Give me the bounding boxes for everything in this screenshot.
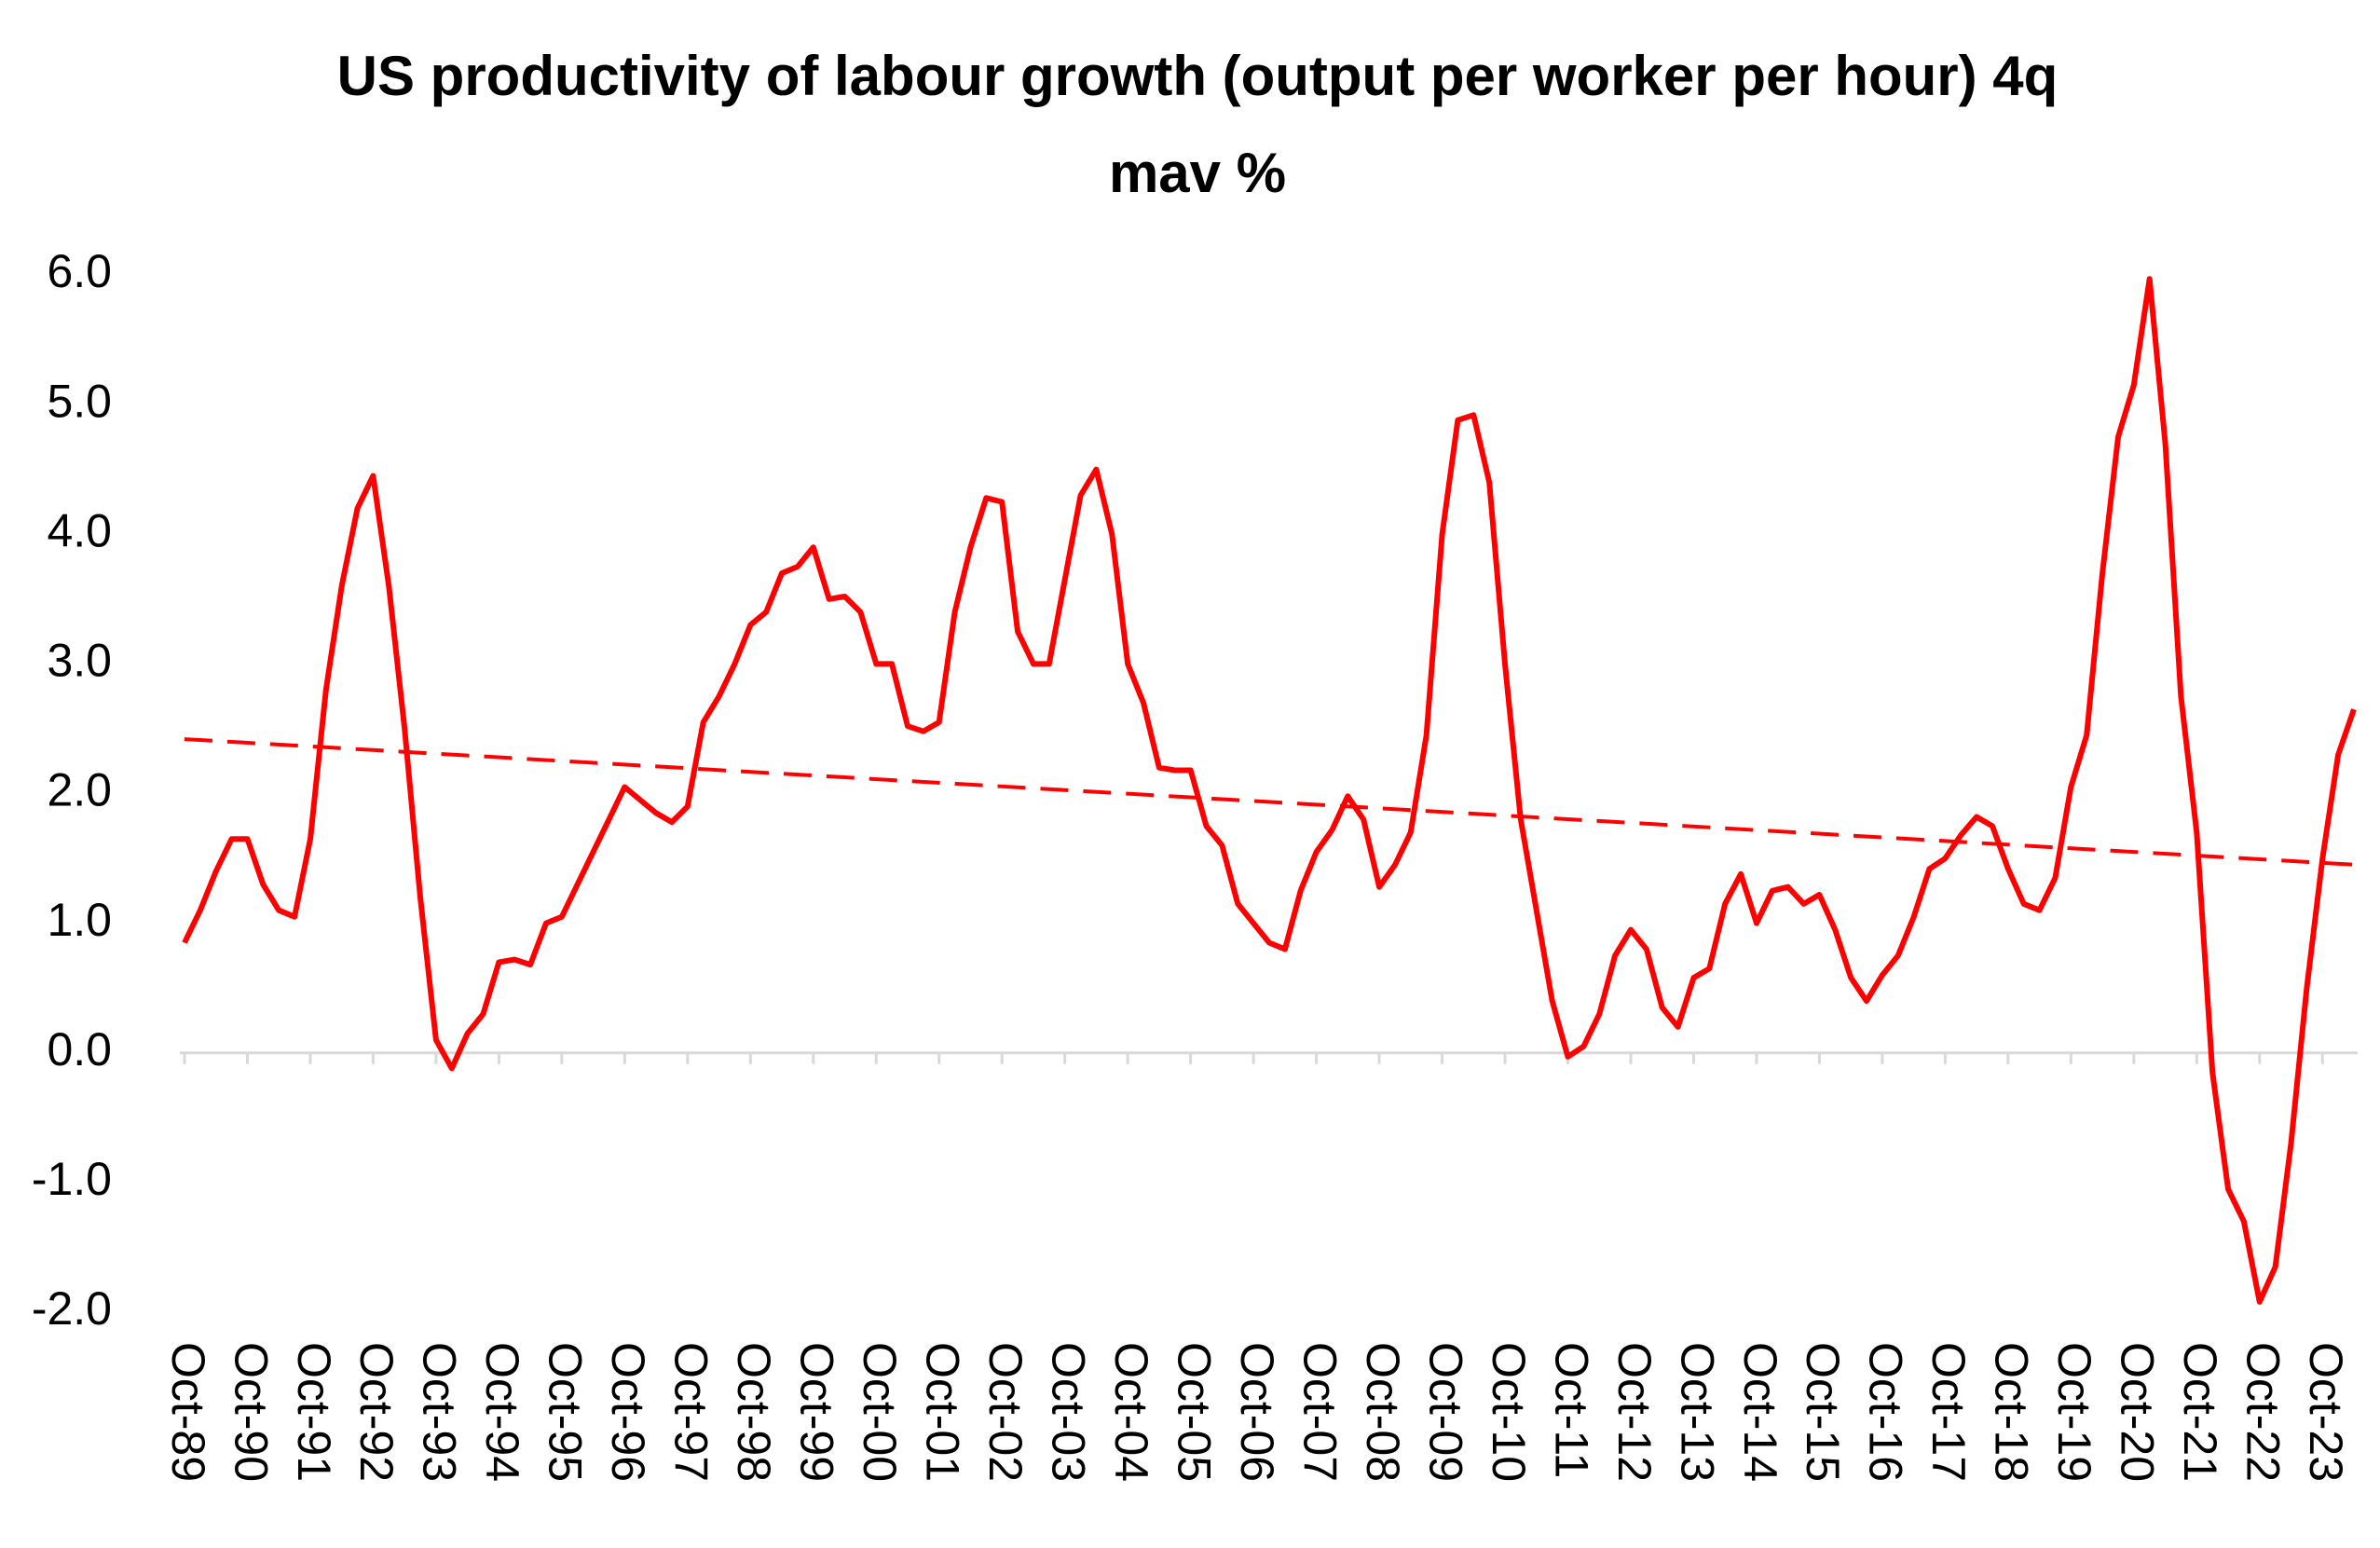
x-tick-label: Oct-97 bbox=[665, 1342, 718, 1482]
x-tick-label: Oct-19 bbox=[2048, 1342, 2100, 1482]
x-tick-label: Oct-16 bbox=[1860, 1342, 1912, 1482]
y-tick-label: -1.0 bbox=[32, 1153, 112, 1205]
y-tick-label: 1.0 bbox=[47, 894, 112, 946]
y-tick-label: 4.0 bbox=[47, 504, 112, 556]
trend-line bbox=[184, 737, 2359, 868]
x-tick-label: Oct-22 bbox=[2237, 1342, 2290, 1482]
x-tick-label: Oct-15 bbox=[1797, 1342, 1849, 1482]
x-tick-label: Oct-05 bbox=[1168, 1342, 1220, 1482]
x-tick-label: Oct-11 bbox=[1545, 1342, 1597, 1478]
x-tick-label: Oct-93 bbox=[414, 1342, 466, 1482]
x-tick-label: Oct-06 bbox=[1231, 1342, 1283, 1482]
y-tick-label: 0.0 bbox=[47, 1023, 112, 1075]
x-tick-label: Oct-04 bbox=[1105, 1342, 1157, 1482]
x-tick-label: Oct-00 bbox=[854, 1342, 906, 1482]
x-tick-label: Oct-94 bbox=[476, 1342, 528, 1482]
x-tick-label: Oct-92 bbox=[350, 1342, 403, 1482]
x-tick-label: Oct-20 bbox=[2112, 1342, 2164, 1482]
x-tick-label: Oct-07 bbox=[1293, 1342, 1346, 1482]
x-tick-label: Oct-03 bbox=[1042, 1342, 1094, 1482]
x-tick-label: Oct-23 bbox=[2300, 1342, 2352, 1482]
x-tick-label: Oct-98 bbox=[728, 1342, 780, 1482]
x-tick-label: Oct-02 bbox=[979, 1342, 1032, 1482]
x-tick-label: Oct-96 bbox=[602, 1342, 654, 1482]
x-tick-label: Oct-08 bbox=[1357, 1342, 1409, 1482]
x-tick-label: Oct-99 bbox=[791, 1342, 843, 1482]
x-tick-label: Oct-10 bbox=[1483, 1342, 1535, 1482]
x-tick-label: Oct-12 bbox=[1608, 1342, 1661, 1482]
x-tick-label: Oct-89 bbox=[162, 1342, 214, 1482]
x-tick-label: Oct-17 bbox=[1922, 1342, 1975, 1482]
x-tick-label: Oct-95 bbox=[540, 1342, 592, 1482]
x-tick-label: Oct-18 bbox=[1986, 1342, 2038, 1482]
x-tick-label: Oct-13 bbox=[1671, 1342, 1723, 1482]
x-tick-label: Oct-09 bbox=[1419, 1342, 1471, 1482]
x-tick-label: Oct-14 bbox=[1734, 1342, 1786, 1482]
y-tick-label: 6.0 bbox=[47, 245, 112, 297]
chart-title: US productivity of labour growth (output… bbox=[336, 45, 2059, 204]
x-tick-label: Oct-90 bbox=[225, 1342, 277, 1482]
x-tick-label: Oct-91 bbox=[288, 1342, 340, 1482]
data-line bbox=[182, 276, 2357, 1305]
y-tick-label: 2.0 bbox=[47, 764, 112, 816]
x-tick-label: Oct-21 bbox=[2174, 1342, 2226, 1482]
y-tick-label: 3.0 bbox=[47, 635, 112, 687]
y-tick-label: -2.0 bbox=[32, 1282, 112, 1335]
x-tick-label: Oct-01 bbox=[917, 1342, 969, 1482]
y-tick-label: 5.0 bbox=[47, 375, 112, 427]
